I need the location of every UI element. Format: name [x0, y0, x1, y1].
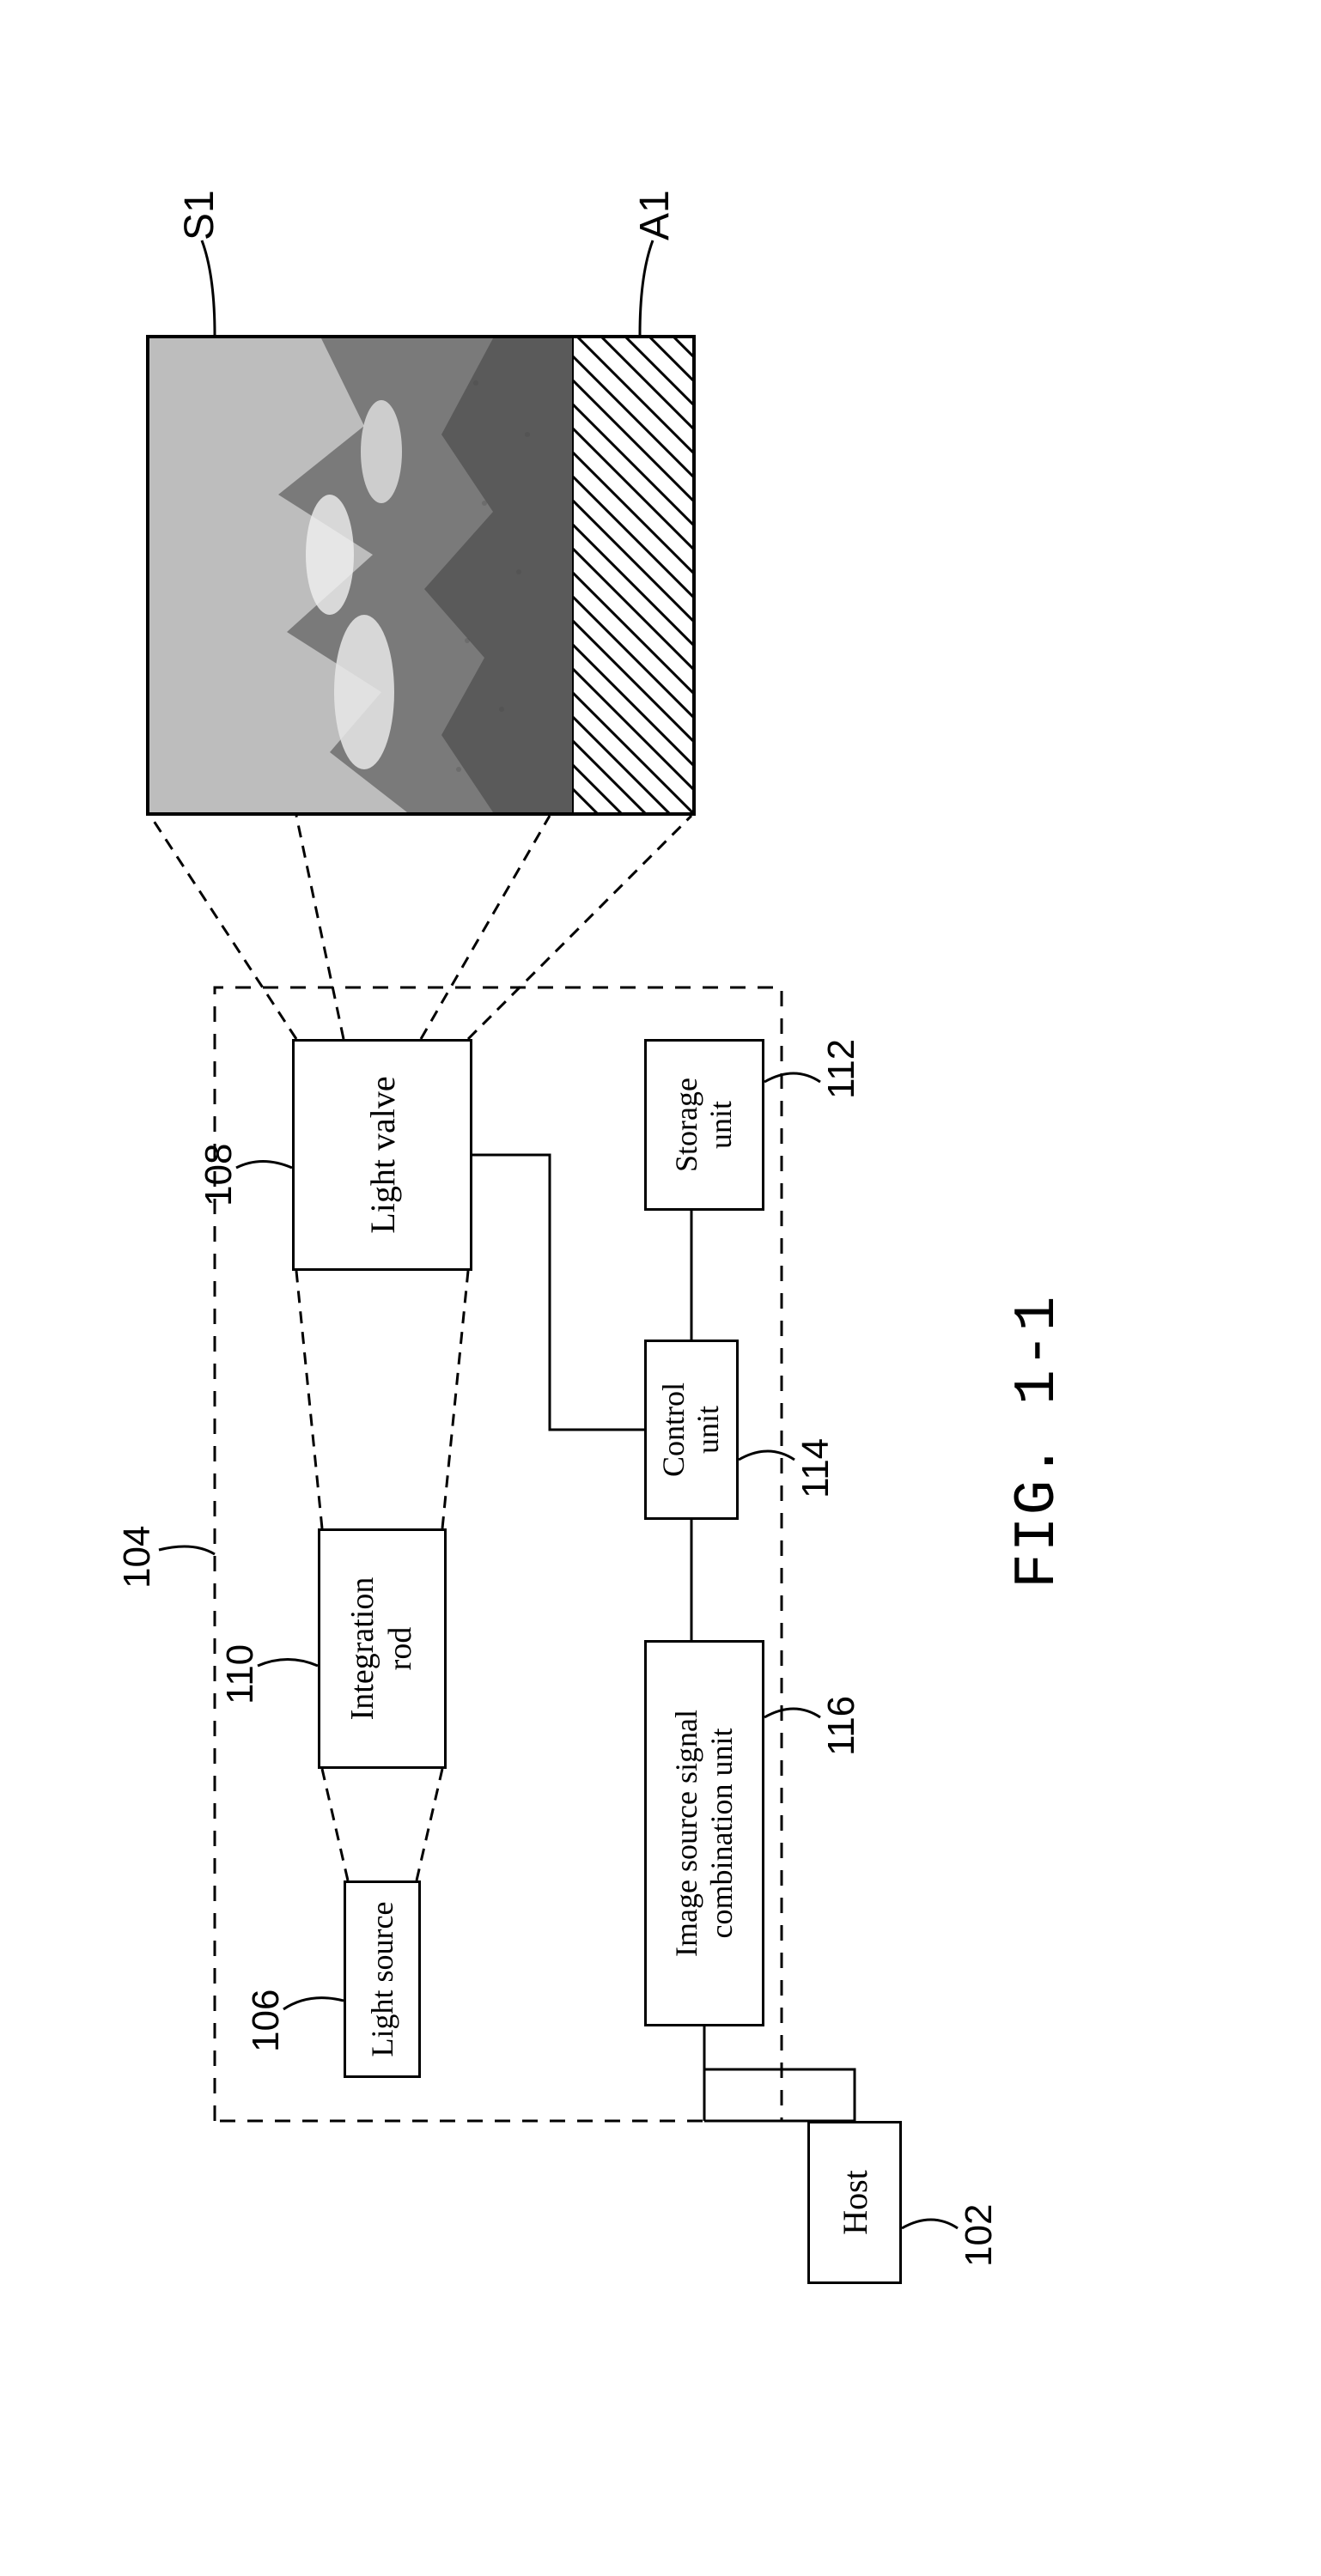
- diagram-canvas: Host Light source Integrationrod Light v…: [0, 0, 1321, 2576]
- light-valve-label: Light valve: [362, 1076, 403, 1233]
- ref-104: 104: [116, 1526, 159, 1589]
- light-source-box: Light source: [344, 1880, 421, 2078]
- diagram-stage: Host Light source Integrationrod Light v…: [0, 0, 1321, 2576]
- host-box: Host: [807, 2121, 902, 2284]
- ref-110: 110: [219, 1644, 262, 1704]
- ref-106: 106: [245, 1990, 288, 2052]
- storage-unit-box: Storageunit: [644, 1039, 764, 1211]
- figure-caption: FIG. 1-1: [1005, 1295, 1071, 1589]
- ref-112: 112: [820, 1039, 863, 1099]
- ref-a1: A1: [631, 190, 679, 240]
- ref-114: 114: [794, 1438, 837, 1498]
- control-unit-label: Controlunit: [657, 1382, 725, 1477]
- control-unit-box: Controlunit: [644, 1340, 739, 1520]
- ref-s1: S1: [176, 190, 223, 240]
- host-label: Host: [835, 2170, 875, 2235]
- ref-108: 108: [198, 1144, 240, 1206]
- image-combo-box: Image source signalcombination unit: [644, 1640, 764, 2026]
- ref-102: 102: [958, 2204, 1001, 2267]
- projected-hatch: [572, 338, 692, 812]
- integration-rod-label: Integrationrod: [344, 1577, 419, 1721]
- projected-image: [149, 338, 572, 812]
- light-valve-box: Light valve: [292, 1039, 472, 1271]
- ref-116: 116: [820, 1696, 863, 1756]
- light-source-label: Light source: [364, 1902, 400, 2057]
- projected-panel: [146, 335, 696, 816]
- storage-unit-label: Storageunit: [670, 1078, 738, 1172]
- image-combo-label: Image source signalcombination unit: [669, 1710, 740, 1957]
- integration-rod-box: Integrationrod: [318, 1528, 447, 1769]
